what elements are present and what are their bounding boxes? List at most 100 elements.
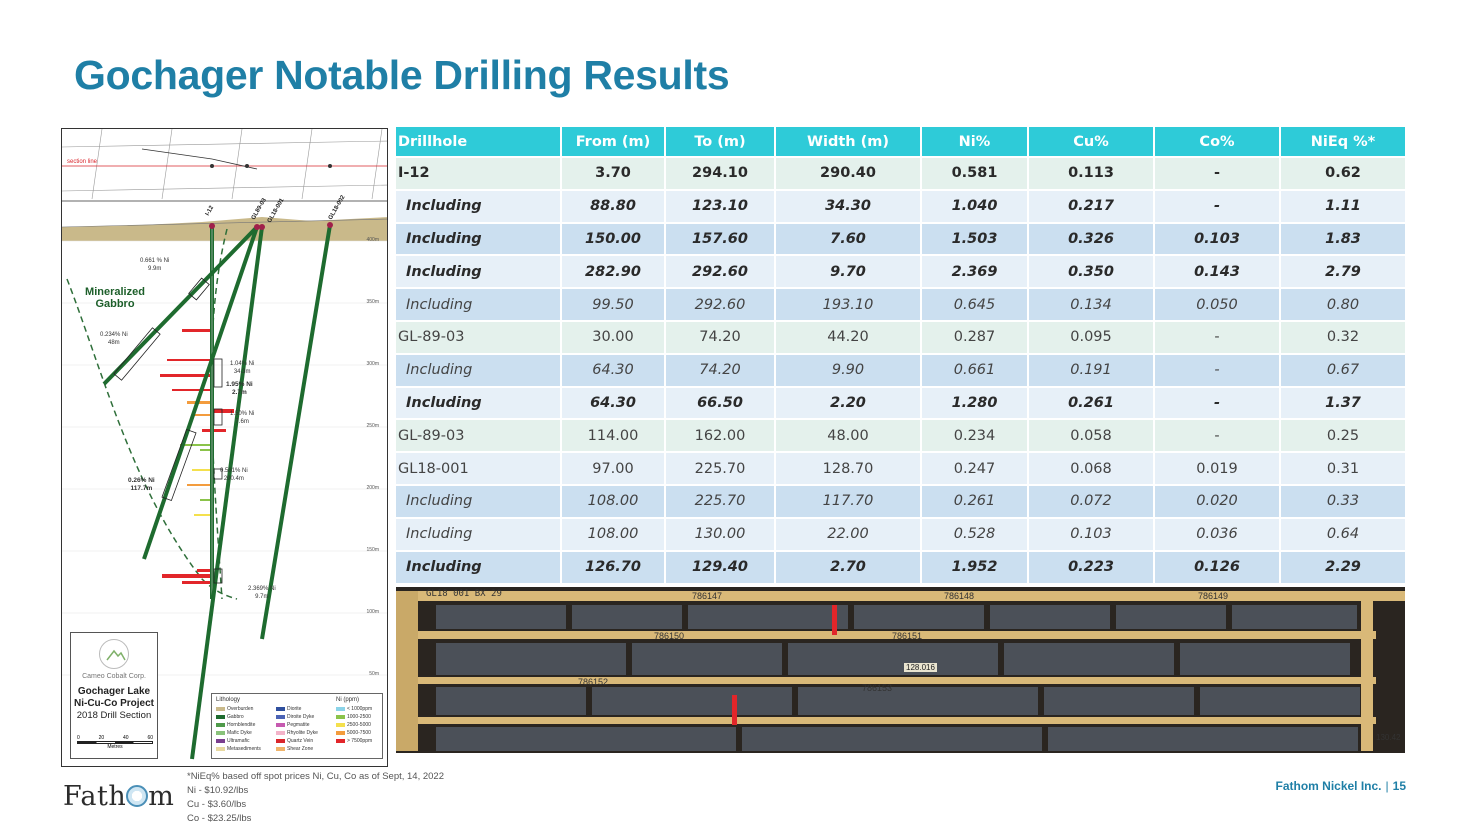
- elevation-label: 100m: [366, 609, 379, 615]
- core-sample-tag: 786150: [654, 631, 685, 641]
- table-cell: 0.661: [921, 352, 1029, 387]
- core-sample-tag: 786149: [1198, 591, 1229, 601]
- table-cell: 0.126: [1154, 549, 1281, 584]
- table-cell: 0.020: [1154, 483, 1281, 518]
- table-cell: 0.581: [921, 156, 1029, 190]
- column-header: Drillhole: [396, 127, 562, 157]
- column-header: Width (m): [775, 127, 922, 157]
- table-cell: 126.70: [561, 549, 666, 584]
- table-cell: 1.83: [1280, 221, 1407, 256]
- column-header: To (m): [665, 127, 776, 157]
- legend-label: Ultramafic: [227, 738, 250, 744]
- table-cell: I-12: [396, 156, 562, 190]
- table-cell: 108.00: [561, 483, 666, 518]
- table-cell: 99.50: [561, 287, 666, 321]
- legend-label: > 7500ppm: [347, 738, 373, 744]
- table-cell: 0.80: [1280, 287, 1407, 321]
- table-cell: 1.040: [921, 188, 1029, 223]
- core-sample-tag: 786148: [944, 591, 975, 601]
- table-header-row: Drillhole From (m) To (m) Width (m) Ni% …: [396, 127, 1407, 157]
- footnote-line: Co - $23.25/lbs: [187, 813, 252, 824]
- table-cell: Including: [396, 287, 562, 321]
- table-cell: 88.80: [561, 188, 666, 223]
- table-row: Including 108.00 130.00 22.00 0.528 0.103 0.03…: [396, 516, 1407, 551]
- table-cell: 292.60: [665, 254, 776, 289]
- table-cell: 0.62: [1280, 156, 1407, 190]
- table-row: Including 126.70 129.40 2.70 1.952 0.223 0.126…: [396, 549, 1407, 584]
- footnote-line: Cu - $3.60/lbs: [187, 799, 247, 810]
- core-sample-tag: 130.42: [1376, 733, 1401, 742]
- core-box-label: GL18 001 BX 29: [426, 589, 502, 599]
- drill-core-photo: GL18 001 BX 29 786147 786148 786149 7861…: [396, 587, 1405, 753]
- column-header: Ni%: [921, 127, 1029, 157]
- table-cell: 9.90: [775, 352, 922, 387]
- project-name-line1: Gochager Lake: [77, 686, 151, 697]
- ni-ppm-title: Ni (ppm): [336, 697, 360, 703]
- table-cell: 22.00: [775, 516, 922, 551]
- scale-tick: 0: [77, 735, 80, 741]
- core-box-graphic: [396, 587, 1405, 753]
- intercept-label: 0.234% Ni 48m: [100, 332, 128, 346]
- page-number: 15: [1392, 779, 1406, 793]
- table-cell: 30.00: [561, 319, 666, 354]
- intercept-label: 1.50% Ni 7.6m: [230, 411, 255, 425]
- table-cell: 64.30: [561, 352, 666, 387]
- table-row: Including 64.30 74.20 9.90 0.661 0.191-0.67: [396, 352, 1407, 387]
- intercept-label: 0.581% Ni 290.4m: [220, 468, 248, 482]
- intercept-label: 2.369% Ni 9.7m: [248, 586, 276, 600]
- scale-tick: 20: [98, 735, 105, 741]
- table-cell: 0.134: [1028, 287, 1155, 321]
- table-cell: 97.00: [561, 451, 666, 485]
- table-cell: 0.261: [921, 483, 1029, 518]
- table-cell: Including: [396, 516, 562, 551]
- table-cell: Including: [396, 385, 562, 420]
- legend-swatch: [336, 715, 345, 719]
- table-row: Including 88.80 123.10 34.30 1.040 0.217-1.11: [396, 188, 1407, 223]
- table-row: Including 99.50 292.60 193.10 0.645 0.134 0.05…: [396, 287, 1407, 321]
- cameo-logo-icon: [99, 639, 129, 669]
- footnote: *NiEq% based off spot prices Ni, Cu, Co …: [187, 770, 444, 826]
- table-cell: 0.31: [1280, 451, 1407, 485]
- table-cell: 0.234: [921, 418, 1029, 453]
- table-cell: 0.103: [1154, 221, 1281, 256]
- project-name-line2: Ni-Cu-Co Project: [74, 698, 154, 709]
- legend-label: Quartz Vein: [287, 738, 314, 744]
- table-row: Including 64.30 66.50 2.20 1.280 0.261-1.37: [396, 385, 1407, 420]
- table-cell: 0.64: [1280, 516, 1407, 551]
- legend-swatch: [216, 731, 225, 735]
- table-cell: 1.952: [921, 549, 1029, 584]
- legend-swatch: [276, 715, 285, 719]
- legend-label: Mafic Dyke: [227, 730, 252, 736]
- table-cell: -: [1154, 385, 1281, 420]
- core-sample-tag: 128.016: [904, 663, 937, 672]
- table-cell: Including: [396, 549, 562, 584]
- page-title: Gochager Notable Drilling Results: [74, 52, 730, 98]
- column-header: From (m): [561, 127, 666, 157]
- table-cell: 150.00: [561, 221, 666, 256]
- table-cell: 193.10: [775, 287, 922, 321]
- table-cell: 0.050: [1154, 287, 1281, 321]
- elevation-label: 300m: [366, 361, 379, 367]
- table-cell: 0.33: [1280, 483, 1407, 518]
- elevation-label: 350m: [366, 299, 379, 305]
- legend-label: 2500-5000: [347, 722, 371, 728]
- core-sample-tag: 786153: [862, 683, 893, 693]
- elevation-label: 400m: [366, 237, 379, 243]
- table-cell: 0.103: [1028, 516, 1155, 551]
- legend-swatch: [216, 747, 225, 751]
- legend-swatch: [216, 723, 225, 727]
- legend-label: Gabbro: [227, 714, 244, 720]
- legend-label: Hornblendite: [227, 722, 256, 728]
- footnote-line: *NiEq% based off spot prices Ni, Cu, Co …: [187, 771, 444, 782]
- table-cell: 0.261: [1028, 385, 1155, 420]
- legend-label: Rhyolite Dyke: [287, 730, 318, 736]
- globe-icon: [126, 785, 149, 807]
- legend-label: < 1000ppm: [347, 706, 373, 712]
- table-cell: 0.326: [1028, 221, 1155, 256]
- table-cell: 282.90: [561, 254, 666, 289]
- table-cell: 294.10: [665, 156, 776, 190]
- table-cell: 0.223: [1028, 549, 1155, 584]
- table-row: Including 282.90 292.60 9.70 2.369 0.350 0.143…: [396, 254, 1407, 289]
- table-cell: 290.40: [775, 156, 922, 190]
- legend-swatch: [336, 731, 345, 735]
